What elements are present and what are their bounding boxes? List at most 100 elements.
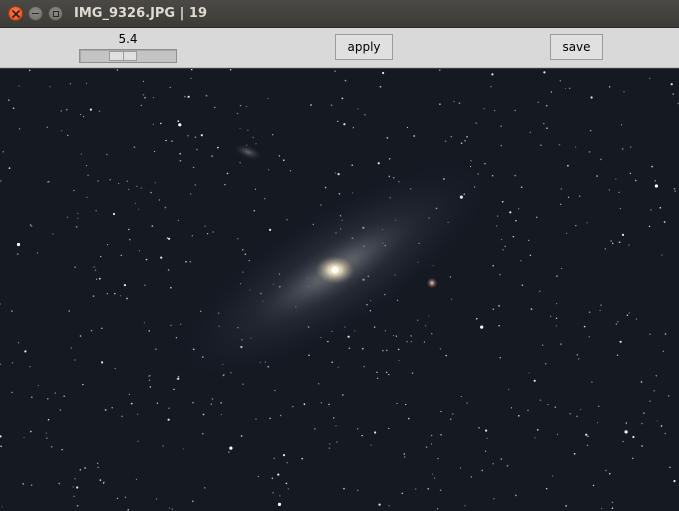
star [112, 212, 116, 216]
star [351, 164, 353, 166]
star [106, 154, 108, 156]
star [543, 71, 546, 74]
star [269, 417, 271, 420]
star [373, 326, 376, 328]
star [277, 502, 282, 506]
star [138, 250, 141, 252]
star [598, 405, 600, 407]
star [578, 358, 580, 360]
star [271, 477, 274, 480]
star [392, 334, 395, 337]
star [343, 123, 346, 126]
star [120, 254, 123, 257]
star [138, 208, 140, 210]
star [539, 290, 541, 293]
star [379, 85, 382, 88]
star [96, 278, 98, 280]
star [611, 507, 614, 509]
star [177, 120, 180, 123]
star [674, 190, 676, 192]
star [205, 94, 208, 97]
star [303, 403, 306, 406]
star [277, 473, 280, 476]
star [549, 315, 552, 318]
star [520, 186, 523, 189]
star [377, 162, 380, 165]
star [401, 492, 404, 495]
star [189, 260, 192, 263]
star [643, 412, 645, 414]
star [428, 315, 430, 317]
image-canvas[interactable] [0, 69, 679, 511]
star [567, 164, 569, 167]
star [605, 469, 607, 472]
star [245, 105, 248, 108]
star [76, 486, 79, 489]
star [158, 199, 161, 201]
star [635, 318, 637, 320]
star [101, 361, 104, 364]
star [200, 134, 203, 137]
star [417, 319, 419, 321]
star [382, 349, 384, 352]
star [591, 381, 593, 383]
star [568, 87, 571, 90]
star [521, 284, 524, 286]
star [405, 403, 407, 406]
star [385, 371, 388, 374]
star [0, 180, 2, 182]
title-bar[interactable]: IMG_9326.JPG | 19 [0, 0, 679, 28]
star [625, 422, 628, 424]
star [217, 146, 219, 149]
star [555, 302, 558, 305]
apply-button[interactable]: apply [335, 34, 393, 60]
star [87, 174, 89, 177]
star [82, 383, 84, 386]
scale-slider-handle[interactable] [109, 51, 137, 61]
star [254, 188, 257, 190]
star [661, 254, 663, 256]
star [192, 500, 194, 502]
star [190, 193, 192, 195]
star [410, 340, 412, 343]
star [560, 188, 562, 190]
close-icon[interactable] [8, 6, 23, 21]
star [545, 363, 547, 365]
star [31, 484, 33, 486]
star [286, 219, 288, 221]
star [164, 206, 167, 209]
star [154, 182, 156, 184]
star [600, 158, 602, 161]
star [220, 402, 222, 404]
star [65, 108, 68, 111]
star [171, 508, 174, 510]
star [155, 348, 157, 350]
star [575, 146, 577, 148]
star [414, 488, 417, 490]
star [46, 126, 48, 128]
star [410, 335, 412, 337]
star [101, 327, 103, 329]
scale-slider[interactable] [79, 49, 177, 63]
maximize-icon[interactable] [48, 6, 63, 21]
minimize-glyph [32, 12, 39, 15]
star [664, 333, 667, 335]
star [240, 435, 243, 437]
star [94, 269, 97, 272]
star [648, 225, 651, 228]
star [11, 310, 13, 312]
minimize-icon[interactable] [28, 6, 43, 21]
star [578, 195, 581, 197]
star [424, 325, 427, 327]
star [491, 73, 494, 76]
save-button[interactable]: save [550, 34, 603, 60]
star [99, 479, 102, 481]
star [585, 433, 588, 436]
star [500, 125, 502, 127]
star [430, 332, 433, 335]
star [236, 112, 239, 115]
star [481, 469, 484, 472]
star [624, 430, 628, 434]
star [102, 482, 105, 484]
star [460, 395, 462, 398]
